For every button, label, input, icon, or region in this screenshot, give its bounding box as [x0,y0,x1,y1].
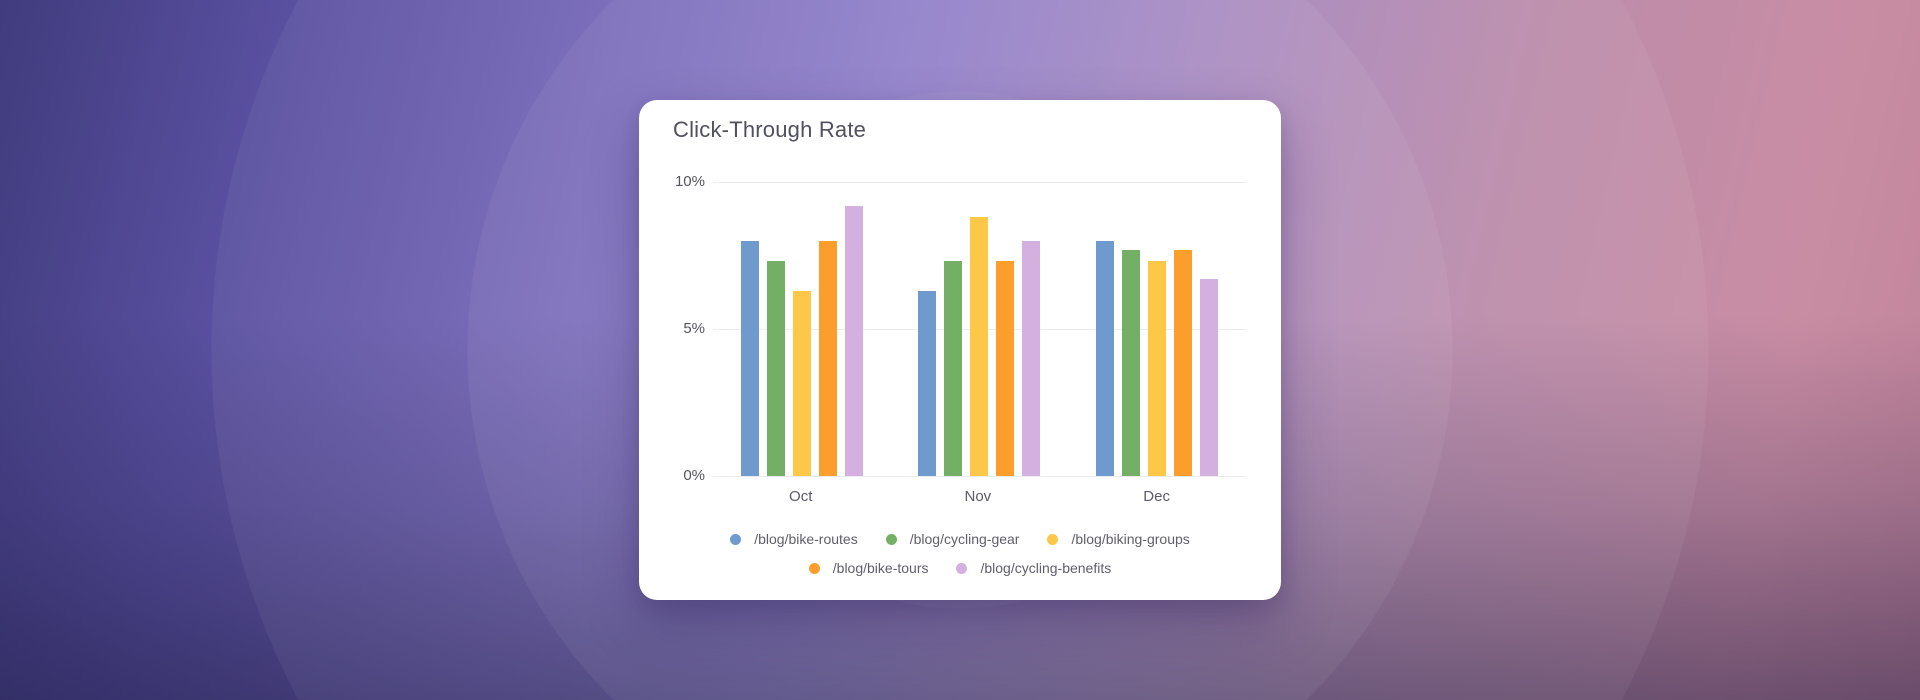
legend-swatch-icon [885,533,897,545]
legend-label: /blog/biking-groups [1071,531,1190,547]
legend-row-1: /blog/bike-routes/blog/cycling-gear/blog… [730,531,1190,547]
legend-swatch-icon [956,562,968,574]
legend-item-blog-bike-tours[interactable]: /blog/bike-tours [808,560,929,576]
legend-label: /blog/cycling-gear [909,531,1020,547]
x-label-dec: Dec [1143,488,1170,505]
x-axis: Oct Nov Dec [713,488,1246,505]
y-tick-10: 10% [674,173,705,190]
bar-nov-blog-bike-routes[interactable] [918,291,937,476]
gridline-0 [713,475,1246,477]
legend-swatch-icon [1047,533,1059,545]
legend-item-blog-cycling-gear[interactable]: /blog/cycling-gear [885,531,1020,547]
bar-dec-blog-cycling-gear[interactable] [1122,250,1141,476]
bar-nov-blog-biking-groups[interactable] [970,217,989,476]
bar-dec-blog-biking-groups[interactable] [1148,261,1167,476]
legend-item-blog-cycling-benefits[interactable]: /blog/cycling-benefits [956,560,1111,576]
bar-dec-blog-bike-routes[interactable] [1096,241,1115,476]
chart-legend: /blog/bike-routes/blog/cycling-gear/blog… [639,531,1281,576]
bar-oct-blog-cycling-gear[interactable] [766,261,785,476]
bar-group-oct [740,206,863,476]
plot-area [713,181,1246,477]
bar-oct-blog-biking-groups[interactable] [792,291,811,476]
x-label-oct: Oct [789,488,813,505]
bar-nov-blog-bike-tours[interactable] [996,261,1015,476]
x-label-nov: Nov [964,488,992,505]
bar-group-nov [918,217,1041,476]
bar-oct-blog-bike-routes[interactable] [740,241,759,476]
gridline-10 [713,181,1246,183]
y-tick-5: 5% [683,320,705,337]
bar-groups [713,182,1246,476]
legend-item-blog-biking-groups[interactable]: /blog/biking-groups [1047,531,1190,547]
bar-group-dec [1096,241,1219,476]
bar-nov-blog-cycling-gear[interactable] [944,261,963,476]
y-axis: 0% 5% 10% [657,173,705,484]
legend-swatch-icon [730,533,742,545]
y-tick-0: 0% [683,467,705,484]
legend-label: /blog/bike-routes [754,531,858,547]
legend-row-2: /blog/bike-tours/blog/cycling-benefits [808,560,1111,576]
legend-swatch-icon [808,562,820,574]
legend-item-blog-bike-routes[interactable]: /blog/bike-routes [730,531,858,547]
ctr-card: Click-Through Rate 0% 5% 10% Oct Nov Dec /bl… [639,100,1281,600]
card-title: Click-Through Rate [673,117,867,142]
bar-oct-blog-cycling-benefits[interactable] [844,206,863,476]
bar-dec-blog-cycling-benefits[interactable] [1200,279,1219,476]
legend-label: /blog/bike-tours [832,560,929,576]
bar-dec-blog-bike-tours[interactable] [1174,250,1193,476]
legend-label: /blog/cycling-benefits [980,560,1112,576]
bar-oct-blog-bike-tours[interactable] [818,241,837,476]
bar-nov-blog-cycling-benefits[interactable] [1022,241,1041,476]
